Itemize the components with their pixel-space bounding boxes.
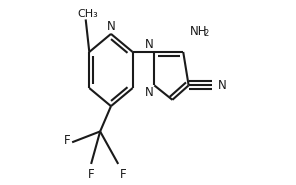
Text: N: N: [107, 20, 115, 33]
Text: N: N: [218, 79, 226, 92]
Text: N: N: [145, 38, 153, 51]
Text: CH₃: CH₃: [77, 9, 98, 18]
Text: F: F: [88, 168, 94, 181]
Text: F: F: [64, 134, 70, 147]
Text: 2: 2: [203, 29, 208, 38]
Text: F: F: [120, 168, 127, 181]
Text: NH: NH: [189, 25, 207, 38]
Text: N: N: [145, 86, 153, 99]
